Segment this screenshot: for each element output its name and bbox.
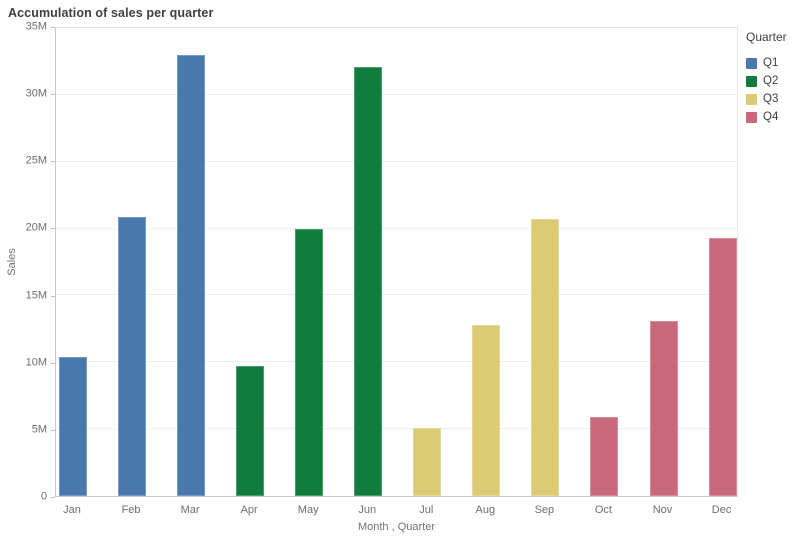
- legend-swatch-icon: [746, 111, 757, 123]
- x-axis-tick-label: Oct: [594, 504, 612, 516]
- legend-item-q4[interactable]: Q4: [746, 108, 796, 126]
- bar-aug[interactable]: [472, 324, 501, 496]
- x-axis-tick-label: Dec: [711, 504, 732, 516]
- y-axis-tick-mark: [51, 161, 55, 162]
- bar-jul[interactable]: [413, 427, 442, 496]
- bar-apr[interactable]: [236, 366, 265, 496]
- legend-swatch-icon: [746, 75, 757, 87]
- legend: Quarter Q1 Q2 Q3 Q4: [746, 30, 796, 126]
- legend-swatch-icon: [746, 93, 757, 105]
- legend-item-label: Q3: [763, 93, 779, 105]
- y-axis-tick-mark: [51, 430, 55, 431]
- y-axis-title: Sales: [6, 248, 18, 276]
- gridline: [56, 294, 737, 296]
- x-axis-tick-label: Jul: [419, 504, 434, 516]
- y-axis-tick-label: 10M: [25, 356, 47, 369]
- gridline: [56, 227, 737, 229]
- bar-nov[interactable]: [649, 320, 678, 496]
- y-axis-tick-mark: [51, 94, 55, 95]
- legend-items: Q1 Q2 Q3 Q4: [746, 54, 796, 126]
- legend-item-q2[interactable]: Q2: [746, 72, 796, 90]
- legend-title: Quarter: [746, 30, 787, 44]
- bar-feb[interactable]: [118, 216, 147, 496]
- gridline: [56, 93, 737, 95]
- bar-mar[interactable]: [177, 54, 206, 496]
- x-axis-tick-label: Apr: [240, 504, 258, 516]
- y-axis-tick-mark: [51, 296, 55, 297]
- x-axis-tick-label: Feb: [121, 504, 141, 516]
- x-axis-tick-label: Sep: [534, 504, 555, 516]
- legend-item-q3[interactable]: Q3: [746, 90, 796, 108]
- y-axis-tick-mark: [51, 497, 55, 498]
- y-axis-tick-mark: [51, 228, 55, 229]
- bar-jan[interactable]: [59, 356, 87, 496]
- bar-dec[interactable]: [708, 237, 737, 496]
- gridline: [56, 160, 737, 162]
- x-axis-title: Month , Quarter: [357, 521, 436, 533]
- y-axis-tick-label: 20M: [25, 221, 47, 234]
- legend-item-q1[interactable]: Q1: [746, 54, 796, 72]
- gridline: [56, 361, 737, 363]
- legend-item-label: Q4: [763, 111, 779, 123]
- x-axis-tick-label: Nov: [652, 504, 673, 516]
- y-axis-tick-label: 5M: [31, 423, 47, 436]
- legend-swatch-icon: [746, 57, 757, 69]
- x-axis-tick-label: Aug: [475, 504, 496, 516]
- bar-may[interactable]: [295, 228, 324, 496]
- plot-area: [55, 27, 738, 497]
- y-axis-tick-mark: [51, 363, 55, 364]
- y-axis-tick-label: 35M: [25, 20, 47, 33]
- x-axis-tick-label: Jan: [63, 504, 81, 516]
- legend-item-label: Q1: [763, 57, 779, 69]
- x-axis-tick-label: May: [297, 504, 319, 516]
- y-axis-tick-label: 25M: [25, 154, 47, 167]
- y-axis-tick-label: 0: [40, 490, 47, 503]
- legend-item-label: Q2: [763, 75, 779, 87]
- bar-jun[interactable]: [354, 66, 383, 496]
- y-axis-tick-label: 30M: [25, 87, 47, 100]
- y-axis-tick-mark: [51, 27, 55, 28]
- y-axis-tick-label: 15M: [25, 289, 47, 302]
- x-axis-tick-label: Jun: [358, 504, 377, 516]
- x-axis-tick-label: Mar: [180, 504, 200, 516]
- bar-oct[interactable]: [590, 417, 619, 496]
- bar-sep[interactable]: [531, 219, 560, 496]
- chart-title: Accumulation of sales per quarter: [8, 6, 214, 20]
- gridline: [56, 428, 737, 430]
